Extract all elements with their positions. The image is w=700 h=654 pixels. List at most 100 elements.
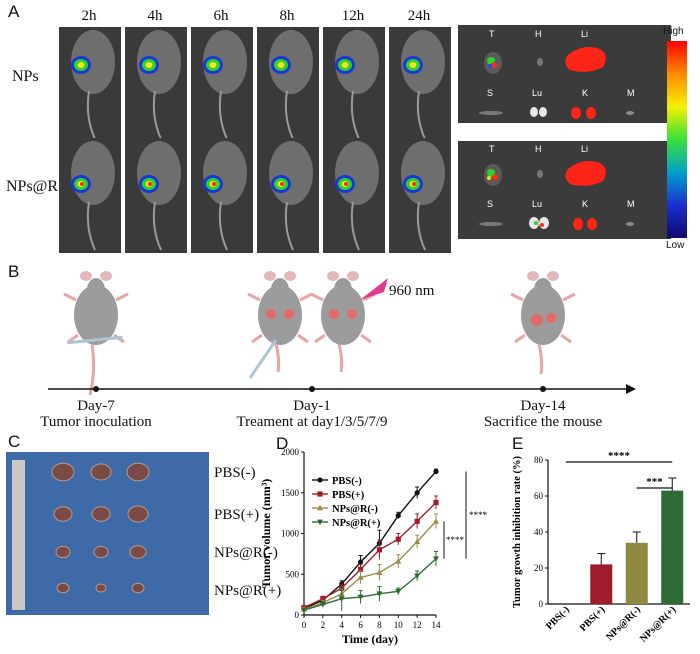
x-tick-label: 14 — [432, 620, 442, 630]
y-tick-label: 0 — [539, 599, 544, 609]
mouse-image-r1-c3 — [191, 27, 253, 142]
tumor-sample — [91, 506, 111, 522]
tumor-sample — [56, 582, 70, 594]
data-point — [395, 558, 402, 564]
event-desc-3: Sacrifice the mouse — [483, 414, 603, 430]
organ-label-lu: Lu — [532, 88, 543, 98]
organ-label-h-2: H — [535, 144, 542, 154]
y-tick-label: 2000 — [281, 447, 300, 457]
y-tick-label: 500 — [286, 569, 300, 579]
group-label-pbs-plus: PBS(+) — [214, 507, 260, 523]
tumor-volume-chart: 0 500 1000 1500 2000 0 2 4 6 8 10 12 14 Time (day) Tum… — [259, 447, 488, 646]
x-axis-label: Time (day) — [342, 632, 398, 646]
data-point — [433, 556, 439, 562]
mouse-image-r2-c6 — [389, 138, 451, 253]
mouse-image-r1-c4 — [257, 27, 319, 142]
timeline-arrow-icon — [626, 384, 636, 394]
ex-vivo-organs-nps-r: T H Li S Lu K M — [458, 141, 671, 239]
mouse-image-r1-c6 — [389, 27, 451, 142]
organ-label-lu-2: Lu — [532, 199, 543, 209]
mouse-image-r1-c5 — [323, 27, 385, 142]
time-label-12h: 12h — [341, 8, 365, 24]
x-tick-label: 0 — [302, 620, 307, 630]
tumor-sample — [126, 462, 150, 482]
series-line — [303, 558, 437, 611]
data-point — [320, 596, 326, 602]
legend-label: PBS(-) — [332, 476, 362, 487]
data-point — [319, 602, 326, 608]
event-desc-2: Treament at day1/3/5/7/9 — [236, 414, 388, 430]
panel-e-letter: E — [512, 434, 524, 453]
significance-label-inner: **** — [446, 535, 465, 545]
data-point — [338, 596, 345, 602]
mouse-image-r2-c5 — [323, 138, 385, 253]
significance-label-outer: **** — [469, 510, 488, 520]
group-label-npsr-minus: NPs@R(-) — [214, 545, 278, 561]
tumor-sample — [51, 462, 75, 482]
tumor-sample — [90, 463, 112, 481]
y-tick-label: 80 — [534, 455, 544, 465]
organ-label-k: K — [582, 88, 589, 98]
time-label-6h: 6h — [213, 8, 229, 24]
significance-label-2: *** — [646, 476, 663, 488]
time-label-8h: 8h — [279, 8, 295, 24]
data-point — [433, 518, 439, 524]
bar-2 — [625, 542, 648, 604]
organ-label-m: M — [627, 88, 635, 98]
data-point — [433, 468, 439, 475]
y-tick-label: 0 — [295, 610, 300, 620]
ruler — [12, 460, 25, 610]
legend-label: PBS(+) — [332, 490, 365, 501]
organ-image-nps — [479, 47, 634, 119]
organ-label-s: S — [487, 88, 494, 98]
y-tick-label: 1000 — [281, 529, 300, 539]
series-line — [303, 502, 437, 609]
data-point — [376, 569, 383, 576]
panel-c-letter: C — [8, 432, 21, 451]
panel-d-letter: D — [276, 434, 289, 453]
event-day-2: Day-1 — [293, 398, 331, 414]
data-point — [376, 591, 383, 598]
mouse-image-r1-c2 — [125, 27, 187, 142]
data-point — [414, 538, 421, 545]
tumor-sample — [93, 545, 109, 559]
mouse-image-r2-c1 — [59, 138, 121, 253]
tumor-photo — [6, 452, 209, 615]
tumor-sample — [53, 506, 73, 522]
mouse-illustration-1 — [63, 271, 129, 396]
legend-label: NPs@R(+) — [332, 518, 381, 529]
x-tick-label: 6 — [358, 620, 363, 630]
organ-label-k-2: K — [582, 199, 589, 209]
inhibition-rate-chart: 0 20 40 60 80 Tumor growth inhibition rate (%… — [512, 450, 690, 645]
group-label-pbs-minus: PBS(-) — [214, 465, 256, 481]
tumor-sample — [95, 583, 107, 593]
organ-image-nps-r — [479, 161, 634, 230]
bar-1 — [590, 564, 613, 604]
tumor-sample — [131, 582, 145, 594]
colorbar — [667, 41, 687, 238]
y-tick-label: 20 — [534, 563, 544, 573]
x-tick-label: PBS(+) — [578, 604, 607, 633]
series-line — [303, 520, 437, 610]
event-day-3: Day-14 — [520, 398, 566, 414]
x-tick-label: 10 — [394, 620, 404, 630]
organ-label-li-2: Li — [581, 144, 589, 154]
tumor-sample — [129, 545, 147, 559]
mouse-image-r2-c4 — [257, 138, 319, 253]
x-tick-label: 8 — [377, 620, 382, 630]
colorbar-high-label: High — [663, 26, 684, 37]
data-point — [414, 490, 420, 496]
legend-label: NPs@R(-) — [332, 504, 378, 515]
group-label-npsr-plus: NPs@R(+) — [214, 583, 282, 599]
y-tick-label: 40 — [534, 527, 544, 537]
event-desc-1: Tumor inoculation — [40, 414, 152, 430]
row-label-nps-r: NPs@R — [6, 178, 59, 195]
laser-wavelength-label: 960 nm — [389, 283, 435, 299]
time-label-4h: 4h — [147, 8, 163, 24]
data-point — [357, 559, 364, 565]
colorbar-low-label: Low — [666, 240, 685, 251]
mouse-illustration-2 — [247, 271, 313, 373]
data-point — [376, 547, 383, 553]
mouse-illustration-4 — [510, 271, 576, 375]
organ-label-s-2: S — [487, 199, 494, 209]
